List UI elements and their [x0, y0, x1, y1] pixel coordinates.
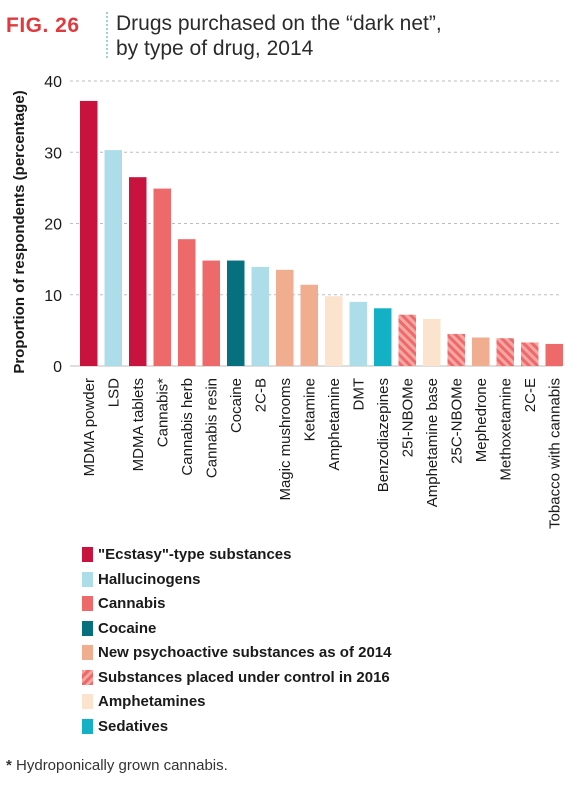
x-tick-label: Tobacco with cannabis [546, 378, 563, 529]
bar-amphetamine [325, 296, 343, 366]
x-tick-label: Mephedrone [473, 378, 490, 462]
legend-swatch [82, 620, 93, 636]
bar-chart: 0 10 20 30 40 MDMA powder LSD MDMA tablets Cann… [11, 74, 564, 529]
bar-benzodiazepines [374, 308, 392, 366]
x-tick-label: 25I-NBOMe [399, 378, 416, 457]
legend-label: Cannabis [98, 595, 166, 612]
legend-swatch [82, 571, 93, 587]
legend-label: Amphetamines [98, 693, 206, 710]
bar-2c-e [521, 342, 539, 366]
chart-title: Drugs purchased on the “dark net”, by ty… [116, 12, 442, 60]
legend-label: Sedatives [98, 717, 169, 735]
bar-25c-nbome [447, 333, 465, 366]
legend-swatch [82, 669, 93, 685]
y-tick-label: 10 [44, 288, 62, 305]
y-tick-label: 40 [44, 74, 62, 91]
legend-label: "Ecstasy"-type substances [98, 546, 292, 563]
bars [80, 100, 563, 366]
bar-magic-mushrooms [276, 269, 294, 366]
bar-cannabis-herb [178, 239, 196, 366]
bar-methoxetamine [496, 338, 514, 366]
x-tick-label: Benzodiazepines [375, 378, 392, 492]
footnote-marker: * [6, 757, 12, 774]
y-tick-label: 0 [53, 359, 62, 376]
x-tick-label: Methoxetamine [497, 378, 514, 481]
y-axis-label: Proportion of respondents (percentage) [11, 90, 28, 373]
legend-label: Hallucinogens [98, 570, 201, 588]
footnote: * Hydroponically grown cannabis. [6, 757, 228, 774]
bar-cocaine [227, 260, 245, 366]
x-tick-label: Magic mushrooms [277, 378, 294, 501]
x-tick-label: 2C-B [252, 378, 269, 412]
x-tick-label: 2C-E [522, 378, 539, 412]
x-tick-label: Cannabis resin [203, 378, 220, 478]
x-tick-label: Amphetamine [326, 378, 343, 471]
bar-dmt [349, 301, 367, 366]
x-tick-label: DMT [350, 378, 367, 411]
x-tick-label: Cannabis* [154, 378, 171, 447]
y-tick-label: 30 [44, 145, 62, 162]
bar-tobacco-with-cannabis [545, 343, 563, 366]
bar-mdma-tablets [129, 177, 147, 366]
legend-swatch [82, 645, 93, 660]
legend-swatch [82, 694, 93, 709]
bar-cannabis [153, 188, 171, 366]
bar-mdma-powder [80, 100, 98, 366]
footnote-text: Hydroponically grown cannabis. [16, 757, 228, 774]
bar-lsd [104, 150, 122, 366]
bar-amphetamine-base [423, 318, 441, 366]
bar-mephedrone [472, 337, 490, 366]
y-tick-labels: 0 10 20 30 40 [44, 74, 62, 376]
x-tick-label: Ketamine [301, 378, 318, 441]
x-tick-label: Cocaine [228, 378, 245, 433]
x-tick-label: LSD [105, 378, 122, 407]
title-separator [106, 12, 108, 58]
legend-label: Substances placed under control in 2016 [98, 668, 390, 686]
x-tick-labels: MDMA powder LSD MDMA tablets Cannabis* Canna… [81, 378, 564, 529]
bar-ketamine [300, 284, 318, 366]
bar-cannabis-resin [202, 260, 220, 366]
bar-25i-nbome [398, 314, 416, 366]
legend-label: New psychoactive substances as of 2014 [98, 644, 392, 661]
x-tick-label: MDMA powder [81, 378, 98, 476]
y-tick-label: 20 [44, 217, 62, 234]
legend-swatch [82, 718, 93, 734]
x-tick-label: 25C-NBOMe [448, 378, 465, 464]
x-tick-label: Cannabis herb [179, 378, 196, 476]
figure-label: FIG. 26 [6, 14, 80, 37]
x-tick-label: MDMA tablets [130, 378, 147, 471]
x-tick-label: Amphetamine base [424, 378, 441, 507]
legend-label: Cocaine [98, 619, 157, 637]
legend-swatch [82, 596, 93, 611]
bar-2c-b [251, 266, 269, 366]
legend-swatch [82, 547, 93, 562]
